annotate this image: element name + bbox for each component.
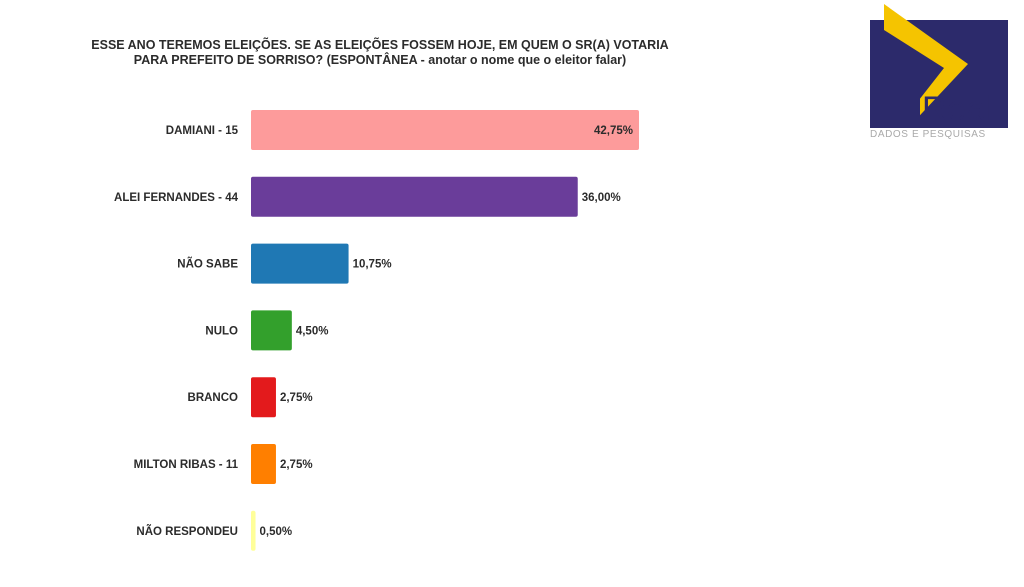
category-label-alei-fernandes-44: ALEI FERNANDES - 44 (114, 192, 239, 204)
value-label-branco: 2,75% (280, 392, 313, 404)
category-label-damiani-15: DAMIANI - 15 (166, 125, 239, 137)
category-label-nao-sabe: NÃO SABE (177, 258, 238, 271)
bar-nao-respondeu (251, 510, 256, 551)
value-label-milton-ribas-11: 2,75% (280, 459, 313, 471)
bar-nulo (251, 310, 292, 351)
bar-branco (251, 377, 276, 418)
value-label-nulo: 4,50% (296, 325, 329, 337)
value-label-damiani-15: 42,75% (594, 125, 633, 137)
category-label-branco: BRANCO (188, 392, 239, 404)
category-label-nao-respondeu: NÃO RESPONDEU (136, 525, 238, 538)
category-label-milton-ribas-11: MILTON RIBAS - 11 (134, 459, 239, 471)
logo-word: Real (922, 90, 994, 128)
value-label-nao-sabe: 10,75% (353, 259, 392, 271)
bar-alei-fernandes-44 (251, 176, 578, 217)
bar-damiani-15 (251, 110, 639, 150)
chart-title-line-1: ESSE ANO TEREMOS ELEIÇÕES. SE AS ELEIÇÕE… (91, 38, 669, 52)
bar-milton-ribas-11 (251, 444, 276, 484)
value-label-nao-respondeu: 0,50% (260, 526, 293, 538)
logo-tagline: DADOS E PESQUISAS (870, 129, 986, 140)
chart-title-line-2: PARA PREFEITO DE SORRISO? (ESPONTÂNEA - … (133, 53, 627, 67)
value-label-alei-fernandes-44: 36,00% (582, 192, 621, 204)
bar-nao-sabe (251, 243, 349, 284)
chart-title: ESSE ANO TEREMOS ELEIÇÕES. SE AS ELEIÇÕE… (60, 38, 700, 68)
logo-mark-icon (870, 4, 1008, 128)
category-label-nulo: NULO (205, 325, 238, 337)
